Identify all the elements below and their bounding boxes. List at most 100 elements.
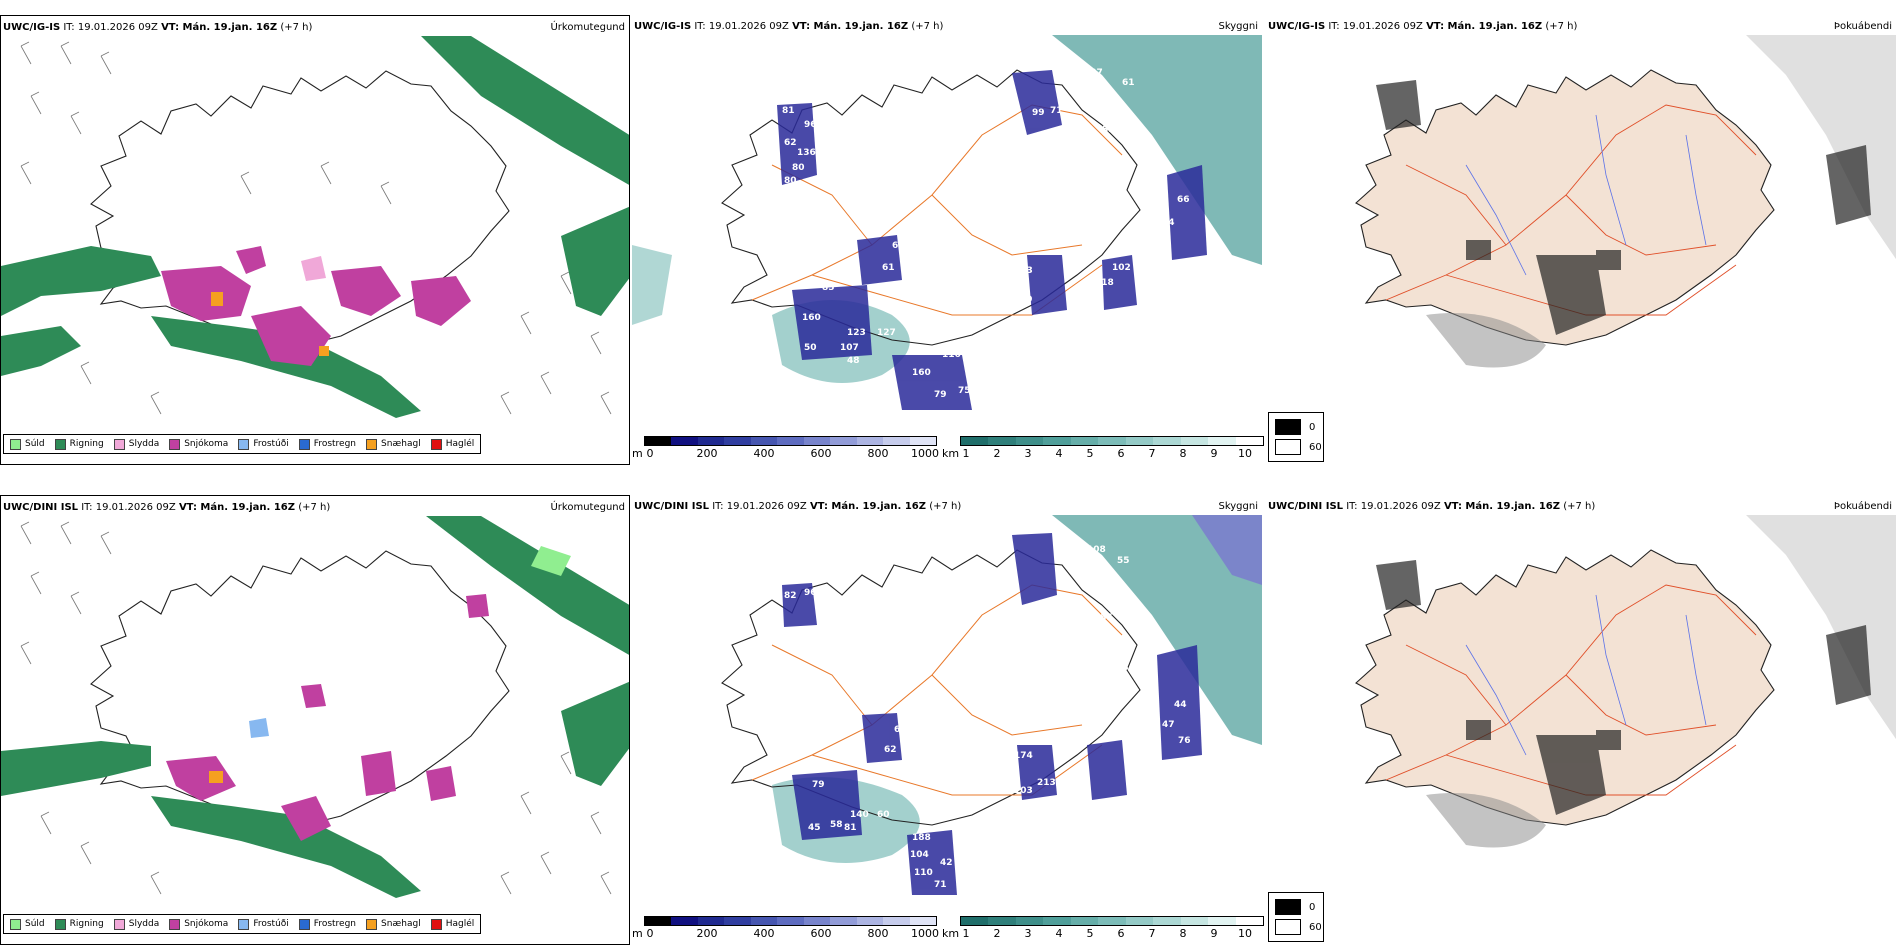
cloud-label: 64 [892,241,905,251]
legend-item: Haglél [430,438,474,450]
precip-panel-row2: UWC/DINI ISL IT: 19.01.2026 09Z VT: Mán.… [0,495,630,945]
wind-barbs [20,521,612,895]
panel-title: Þokuábendi [1833,501,1892,512]
legend-item: Súld [10,918,45,930]
cloud-label: 73 [1112,586,1125,596]
cloud-panel-row1: 81 96 62 136 80 80 64 61 67 153 79 143 1… [632,15,1262,465]
cloud-map: 82 96 61 62 77 79 140 60 45 58 81 188 10… [721,515,1262,895]
cloud-label: 123 [847,328,866,338]
cloud-label: 85 [987,350,1000,360]
cloud-label: 60 [877,810,890,820]
precip-legend: Súld Rigning Slydda Snjókoma Frostúði Fr… [3,914,482,934]
fog-panel-row2: UWC/DINI ISL IT: 19.01.2026 09Z VT: Mán.… [1266,495,1896,945]
legend-item: Haglél [430,918,474,930]
cloud-label: 110 [914,868,933,878]
rain-areas [1,36,629,418]
cloud-label: 62 [784,138,797,148]
cloud-base-labels: 81 96 62 136 80 80 64 61 67 153 79 143 1… [782,68,1190,400]
vis-ramp [960,436,1264,446]
cloud-label: 75 [958,386,971,396]
cloud-label: 79 [1020,295,1033,305]
cloud-label: 96 [804,588,817,598]
vis-ramp [960,916,1264,926]
panel-title: Skyggni [1218,501,1258,512]
cloud-label: 54 [1162,218,1175,228]
legend-item: Rigning [54,438,104,450]
cloud-label: 66 [1177,195,1190,205]
panel-header: UWC/IG-IS IT: 19.01.2026 09Z VT: Mán. 19… [634,21,944,32]
cloud-label: 93 [1067,788,1080,798]
cloud-label: 77 [947,725,960,735]
cloud-label: 115 [1132,256,1151,266]
cloud-label: 61 [1122,78,1135,88]
cloud-label: 76 [1178,736,1191,746]
legend-item: Frostregn [298,438,356,450]
legend-item: Slydda [113,438,159,450]
cloud-label: 81 [844,823,857,833]
cloud-label: 59 [1134,740,1147,750]
panel-header: UWC/DINI ISL IT: 19.01.2026 09Z VT: Mán.… [1268,501,1596,512]
cloud-label: 81 [782,106,795,116]
legend-item: Frostúði [238,438,289,450]
cloud-label: 155 [1094,613,1113,623]
cloud-map: 81 96 62 136 80 80 64 61 67 153 79 143 1… [632,35,1262,410]
panel-header: UWC/DINI ISL IT: 19.01.2026 09Z VT: Mán.… [3,502,331,513]
vis-unit: km [942,447,960,460]
cloud-label: 153 [1014,266,1033,276]
panel-title: Úrkomutegund [550,502,625,513]
cloud-label: 102 [1112,263,1131,273]
cloud-label: 103 [1014,786,1033,796]
cloud-label: 87 [1062,816,1075,826]
cloud-label: 104 [910,850,929,860]
vis-colorbar-row2: km 1 2 3 4 5 6 7 8 9 10 [942,914,1264,942]
cloud-label: 67 [944,245,957,255]
cloud-label: 127 [877,328,896,338]
cloud-label: 213 [1037,778,1056,788]
cloud-label: 48 [847,356,860,366]
cloud-label: 80 [784,176,797,186]
precip-map [1,36,629,418]
cloud-label: 85 [822,283,835,293]
cloud-label: 55 [1117,556,1130,566]
cloud-base-labels: 82 96 61 62 77 79 140 60 45 58 81 188 10… [784,545,1191,890]
cloud-label: 118 [1095,278,1114,288]
cloud-label: 146 [1097,648,1116,658]
legend-item: Frostregn [298,918,356,930]
snow-areas [161,246,471,366]
height-colorbar-row1: m 0 200 400 600 800 1000 [632,434,939,462]
panel-title: Þokuábendi [1833,21,1892,32]
legend-item: Snjókoma [169,918,228,930]
cloud-label: 174 [1014,751,1033,761]
fog-map [1355,515,1896,848]
cloud-label: 79 [934,390,947,400]
legend-item: Rigning [54,918,104,930]
height-unit: m [632,927,643,940]
legend-item: Súld [10,438,45,450]
cloud-label: 45 [808,823,821,833]
cloud-label: 96 [804,120,817,130]
precip-panel-row1: UWC/IG-IS IT: 19.01.2026 09Z VT: Mán. 19… [0,15,630,465]
vis-unit: km [942,927,960,940]
legend-item: Snæhagl [366,918,421,930]
panel-header: UWC/DINI ISL IT: 19.01.2026 09Z VT: Mán.… [634,501,962,512]
legend-item: Snæhagl [366,438,421,450]
cloud-label: 79 [812,780,825,790]
legend-item: Snjókoma [169,438,228,450]
cloud-label: 50 [804,343,817,353]
cloud-label: 309 [962,826,981,836]
height-unit: m [632,447,643,460]
cloud-label: 71 [1050,106,1063,116]
cloud-label: 140 [850,810,869,820]
cloud-label: 143 [1070,293,1089,303]
cloud-label: 61 [894,725,907,735]
cloud-label: 57 [1092,590,1105,600]
cloud-label: 42 [940,858,953,868]
fog-legend-row1: 0 60 [1268,412,1324,462]
cloud-label: 62 [884,745,897,755]
cloud-label: 218 [1094,633,1113,643]
cloud-label: 47 [1162,720,1175,730]
cloud-label: 136 [797,148,816,158]
panel-header: UWC/IG-IS IT: 19.01.2026 09Z VT: Mán. 19… [3,22,313,33]
precip-legend: Súld Rigning Slydda Snjókoma Frostúði Fr… [3,434,482,454]
legend-item: Slydda [113,918,159,930]
